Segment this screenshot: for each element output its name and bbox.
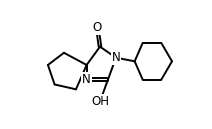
Text: N: N <box>82 73 91 86</box>
Text: OH: OH <box>91 95 109 108</box>
Text: N: N <box>112 51 120 64</box>
Text: O: O <box>93 21 102 34</box>
